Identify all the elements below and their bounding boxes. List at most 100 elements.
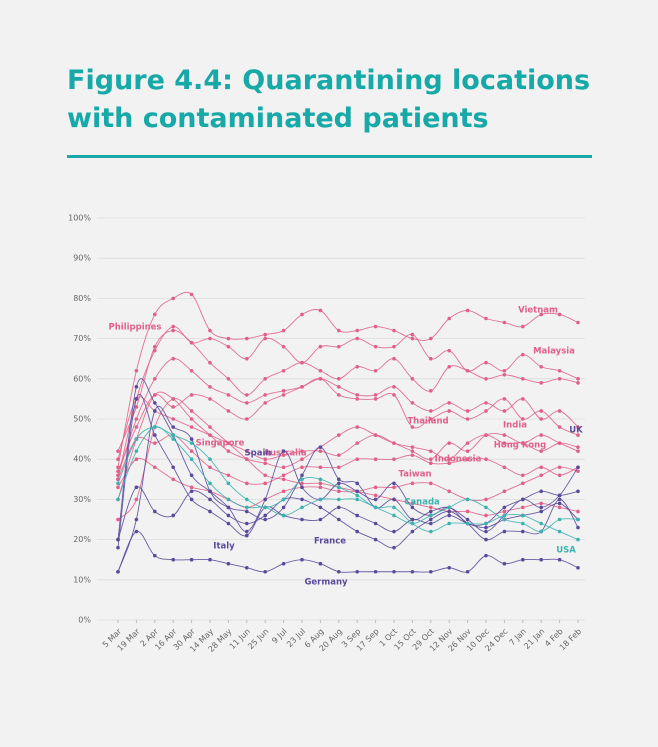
data-point bbox=[521, 377, 525, 381]
data-point bbox=[189, 457, 194, 462]
data-point bbox=[521, 529, 525, 534]
data-point bbox=[171, 477, 175, 482]
data-point bbox=[116, 569, 120, 574]
data-point bbox=[429, 409, 433, 413]
data-point bbox=[189, 409, 194, 413]
data-point bbox=[392, 356, 396, 361]
data-point bbox=[300, 557, 304, 562]
data-point bbox=[392, 569, 396, 574]
data-point bbox=[263, 513, 268, 518]
data-point bbox=[576, 381, 580, 385]
data-point bbox=[484, 401, 488, 405]
data-point bbox=[300, 449, 304, 453]
data-point bbox=[392, 529, 396, 534]
data-point bbox=[300, 457, 304, 462]
data-point bbox=[300, 385, 304, 389]
data-point bbox=[447, 521, 452, 526]
data-point bbox=[355, 364, 360, 369]
data-point bbox=[134, 457, 139, 462]
data-point bbox=[557, 557, 562, 562]
series-line bbox=[117, 486, 579, 549]
y-tick-label: 90% bbox=[73, 254, 91, 263]
data-point bbox=[337, 489, 341, 494]
data-point bbox=[171, 557, 175, 562]
data-point bbox=[392, 441, 396, 445]
data-point bbox=[373, 368, 378, 373]
data-point bbox=[410, 377, 415, 381]
data-point bbox=[245, 497, 249, 502]
data-point bbox=[502, 489, 507, 494]
data-point bbox=[484, 513, 488, 518]
data-point bbox=[245, 457, 249, 462]
data-point bbox=[281, 393, 286, 397]
data-point bbox=[557, 425, 562, 429]
data-point bbox=[392, 328, 396, 333]
data-point bbox=[484, 537, 488, 542]
data-point bbox=[465, 441, 470, 445]
series-line bbox=[117, 358, 579, 476]
data-point bbox=[189, 393, 194, 397]
data-point bbox=[300, 517, 304, 522]
data-point bbox=[300, 485, 304, 490]
series-label: UK bbox=[569, 426, 583, 436]
data-point bbox=[521, 473, 525, 478]
data-point bbox=[557, 377, 562, 381]
data-point bbox=[226, 521, 231, 526]
data-point bbox=[318, 497, 323, 502]
data-point bbox=[281, 513, 286, 518]
data-point bbox=[189, 473, 194, 478]
data-point bbox=[539, 364, 543, 369]
y-tick-label: 30% bbox=[73, 495, 91, 504]
data-point bbox=[355, 336, 360, 341]
x-tick-label: 25 Jun bbox=[246, 627, 270, 651]
data-point bbox=[521, 557, 525, 562]
data-point bbox=[539, 557, 543, 562]
data-point bbox=[245, 393, 249, 397]
data-point bbox=[392, 545, 396, 550]
data-point bbox=[263, 505, 268, 510]
data-point bbox=[502, 505, 507, 510]
data-point bbox=[134, 385, 139, 389]
y-tick-label: 10% bbox=[73, 575, 91, 584]
data-point bbox=[502, 320, 507, 325]
data-point bbox=[300, 473, 304, 478]
data-point bbox=[171, 437, 175, 441]
data-point bbox=[521, 417, 525, 421]
data-point bbox=[263, 569, 268, 574]
series-label: Italy bbox=[213, 542, 235, 552]
data-point bbox=[263, 461, 268, 466]
data-point bbox=[502, 433, 507, 437]
data-point bbox=[373, 457, 378, 462]
data-point bbox=[263, 336, 268, 341]
data-point bbox=[465, 308, 470, 313]
data-point bbox=[373, 521, 378, 526]
data-point bbox=[429, 356, 433, 361]
data-point bbox=[281, 449, 286, 453]
data-point bbox=[153, 441, 157, 445]
series-label: Philippines bbox=[109, 323, 162, 333]
data-point bbox=[355, 397, 360, 401]
data-point bbox=[281, 561, 286, 566]
data-point bbox=[502, 441, 507, 445]
data-point bbox=[318, 561, 323, 566]
data-point bbox=[429, 449, 433, 453]
data-point bbox=[447, 441, 452, 445]
title-rule bbox=[67, 155, 592, 158]
data-point bbox=[576, 525, 580, 530]
data-point bbox=[502, 397, 507, 401]
data-point bbox=[447, 364, 452, 369]
data-point bbox=[281, 344, 286, 349]
data-point bbox=[134, 417, 139, 421]
data-point bbox=[281, 505, 286, 510]
data-point bbox=[410, 336, 415, 341]
data-point bbox=[281, 465, 286, 470]
data-point bbox=[557, 312, 562, 317]
data-point bbox=[245, 521, 249, 526]
data-point bbox=[373, 493, 378, 498]
data-point bbox=[116, 497, 120, 502]
data-point bbox=[576, 433, 580, 437]
y-tick-label: 70% bbox=[73, 334, 91, 343]
data-point bbox=[171, 465, 175, 470]
data-point bbox=[337, 465, 341, 470]
data-point bbox=[171, 296, 175, 301]
